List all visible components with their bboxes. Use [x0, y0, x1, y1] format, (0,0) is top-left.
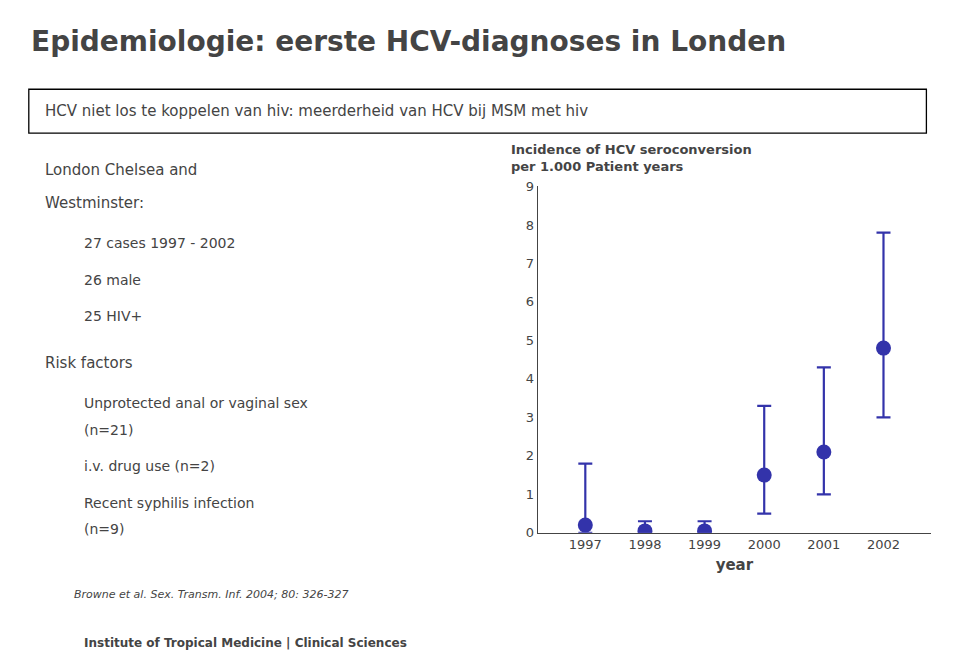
svg-text:Browne et al. Sex. Transm. Inf: Browne et al. Sex. Transm. Inf. 2004; 80…	[74, 588, 348, 601]
svg-text:5: 5	[526, 333, 534, 348]
svg-text:Unprotected anal or vaginal se: Unprotected anal or vaginal sex	[84, 395, 308, 411]
svg-text:2000: 2000	[748, 537, 781, 552]
svg-text:2001: 2001	[807, 537, 840, 552]
svg-text:4: 4	[526, 371, 534, 386]
svg-text:1999: 1999	[688, 537, 721, 552]
svg-text:London Chelsea and: London Chelsea and	[45, 161, 197, 179]
svg-text:1998: 1998	[628, 537, 661, 552]
svg-text:Risk factors: Risk factors	[45, 354, 133, 372]
svg-text:Institute of Tropical Medicine: Institute of Tropical Medicine | Clinica…	[84, 636, 407, 650]
svg-text:25 HIV+: 25 HIV+	[84, 308, 142, 324]
svg-text:6: 6	[526, 294, 534, 309]
svg-text:9: 9	[526, 179, 534, 194]
svg-text:Recent syphilis infection: Recent syphilis infection	[84, 495, 254, 511]
svg-text:3: 3	[526, 410, 534, 425]
svg-text:HCV niet los te koppelen van h: HCV niet los te koppelen van hiv: meerde…	[45, 102, 588, 120]
svg-text:Incidence of HCV seroconversio: Incidence of HCV seroconversionper 1.000…	[511, 142, 752, 174]
svg-text:2: 2	[526, 448, 534, 463]
svg-text:(n=9): (n=9)	[84, 521, 124, 537]
svg-text:26 male: 26 male	[84, 272, 141, 288]
svg-text:1997: 1997	[569, 537, 602, 552]
svg-text:year: year	[716, 556, 754, 574]
svg-text:8: 8	[526, 218, 534, 233]
svg-text:Westminster:: Westminster:	[45, 194, 144, 212]
svg-text:(n=21): (n=21)	[84, 422, 133, 438]
svg-text:Epidemiologie: eerste HCV-diag: Epidemiologie: eerste HCV-diagnoses in L…	[31, 25, 786, 58]
svg-text:2002: 2002	[867, 537, 900, 552]
svg-text:i.v. drug use (n=2): i.v. drug use (n=2)	[84, 458, 215, 474]
svg-text:7: 7	[526, 256, 534, 271]
svg-text:0: 0	[526, 525, 534, 540]
svg-text:27 cases 1997 - 2002: 27 cases 1997 - 2002	[84, 235, 235, 251]
svg-text:1: 1	[526, 487, 534, 502]
